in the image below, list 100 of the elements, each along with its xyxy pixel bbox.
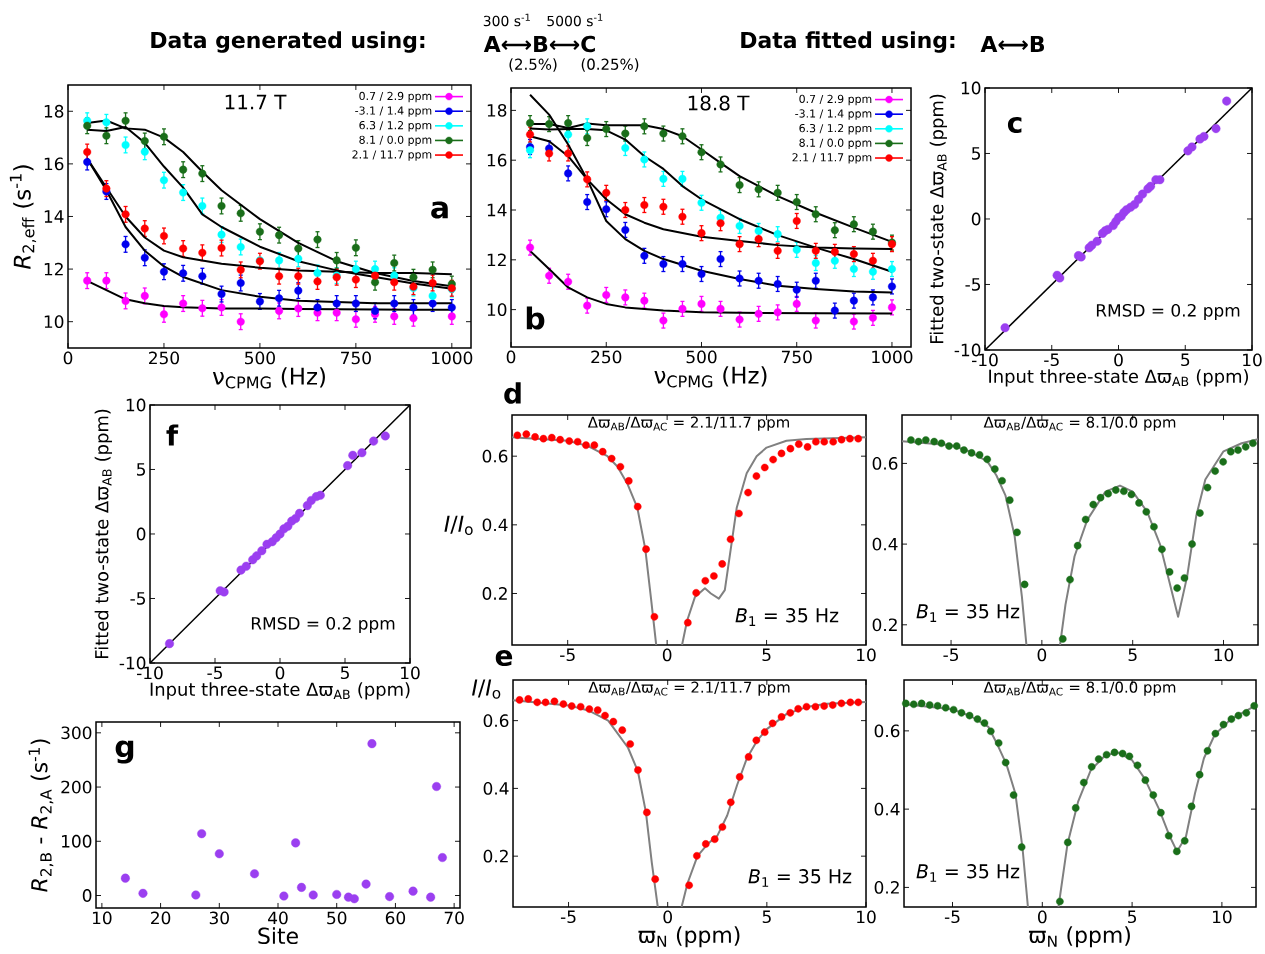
y-tick-label: 0 <box>82 889 92 902</box>
x-tick-label: 5 <box>1128 910 1137 924</box>
x-tick-label: 0 <box>275 666 285 680</box>
y-tick-label: 12 <box>44 262 63 276</box>
x-tick-label: 10 <box>1212 910 1232 924</box>
legend-label: 8.1 / 0.0 ppm <box>799 138 872 150</box>
annotation: b <box>526 306 545 330</box>
text: (0.25%) <box>581 58 639 72</box>
x-axis-title: Input three-state Δϖ$_{AB}$ (ppm) <box>150 682 410 700</box>
x-tick-label: 1000 <box>432 351 473 365</box>
annotation: f <box>166 424 179 446</box>
annotation: RMSD = 0.2 ppm <box>251 616 395 634</box>
y-tick-label: 300 <box>61 726 92 740</box>
x-tick-label: 1000 <box>872 350 913 364</box>
x-tick-label: 70 <box>444 911 464 925</box>
text: 300 s$^{-1}$ <box>483 13 530 27</box>
chart-title: Δϖ$_{AB}$/Δϖ$_{AC}$ = 2.1/11.7 ppm <box>587 416 789 431</box>
y-tick-label: 14 <box>487 203 507 217</box>
x-tick-label: 5 <box>340 666 349 680</box>
annotation: a <box>431 201 448 219</box>
x-tick-label: 750 <box>781 350 812 364</box>
legend-label: 2.1 / 11.7 ppm <box>792 153 872 164</box>
annotation: g <box>115 740 134 764</box>
y-tick-label: 12 <box>487 253 506 267</box>
y-tick-label: 10 <box>44 315 64 329</box>
annotation: B$_{1}$ = 35 Hz <box>735 608 839 626</box>
y-tick-label: 0.6 <box>482 449 508 463</box>
y-axis-title: Fitted two-state Δϖ$_{AB}$ (ppm) <box>94 409 112 659</box>
x-tick-label: 750 <box>341 351 371 365</box>
x-tick-label: 10 <box>1243 353 1262 367</box>
legend-label: 0.7 / 2.9 ppm <box>359 91 432 103</box>
y-tick-label: 0.2 <box>872 618 897 632</box>
x-tick-label: 10 <box>401 666 420 680</box>
x-axis-title: ϖ$_{N}$ (ppm) <box>1028 926 1130 948</box>
y-tick-label: 0.6 <box>874 724 900 738</box>
annotation: RMSD = 0.2 ppm <box>1096 303 1240 321</box>
text: A⟷B <box>980 35 1045 52</box>
y-tick-label: 0.2 <box>482 587 507 600</box>
legend-label: 2.1 / 11.7 ppm <box>352 150 432 161</box>
x-axis-title: ν$_{CPMG}$ (Hz) <box>212 367 325 389</box>
y-tick-label: 10 <box>961 81 981 95</box>
y-tick-label: 5 <box>972 147 981 160</box>
y-tick-label: 0.4 <box>483 781 509 795</box>
annotation: 11.7 T <box>225 94 287 110</box>
y-tick-label: 0.4 <box>482 518 508 532</box>
y-tick-label: 0.6 <box>483 714 509 728</box>
y-tick-label: 0 <box>136 527 146 541</box>
x-tick-label: -5 <box>207 666 222 680</box>
annotation: B$_{1}$ = 35 Hz <box>916 604 1020 622</box>
y-tick-label: -5 <box>965 278 981 291</box>
x-tick-label: 0 <box>1038 910 1047 924</box>
x-tick-label: 500 <box>245 351 275 365</box>
x-tick-label: 0 <box>1037 648 1047 662</box>
legend-label: 6.3 / 1.2 ppm <box>359 121 432 132</box>
y-axis-title: I/I$_{o}$ <box>444 515 473 536</box>
y-tick-label: 5 <box>137 463 146 476</box>
x-tick-label: 10 <box>1214 648 1234 662</box>
x-tick-label: -5 <box>560 648 575 662</box>
x-tick-label: 500 <box>686 350 717 364</box>
y-tick-label: 0.6 <box>872 456 898 470</box>
y-tick-label: 200 <box>61 780 92 794</box>
annotation: 18.8 T <box>688 95 750 111</box>
text: d <box>504 382 521 404</box>
y-tick-label: 16 <box>44 157 64 171</box>
y-tick-label: 10 <box>487 303 507 317</box>
x-tick-label: 40 <box>268 911 288 925</box>
x-tick-label: 0 <box>663 910 672 924</box>
x-tick-label: 10 <box>857 910 876 924</box>
x-tick-label: 5 <box>1128 648 1137 662</box>
x-tick-label: 60 <box>385 911 406 925</box>
legend-label: 0.7 / 2.9 ppm <box>799 94 872 106</box>
y-tick-label: 16 <box>487 153 507 167</box>
annotation: B$_{1}$ = 35 Hz <box>748 869 852 887</box>
y-tick-label: 0.2 <box>874 881 899 894</box>
x-tick-label: 10 <box>92 911 112 925</box>
legend-label: -3.1 / 1.4 ppm <box>795 109 872 120</box>
x-axis-title: Input three-state Δϖ$_{AB}$ (ppm) <box>989 369 1249 387</box>
text: e <box>495 649 513 666</box>
y-tick-label: -5 <box>130 592 146 605</box>
y-axis-title: I/I$_{o}$ <box>472 679 501 699</box>
text: Data generated using: <box>151 31 425 53</box>
y-tick-label: 18 <box>487 103 507 117</box>
x-tick-label: -5 <box>560 910 576 924</box>
y-axis-title: R$_{2,B}$ - R$_{2,A}$ (s$^{-1}$) <box>28 739 54 892</box>
y-tick-label: 18 <box>44 104 64 118</box>
x-tick-label: -5 <box>944 910 960 924</box>
y-tick-label: 0.4 <box>872 537 898 551</box>
annotation: B$_{1}$ = 35 Hz <box>916 864 1020 882</box>
x-axis-title: ϖ$_{N}$ (ppm) <box>638 926 740 948</box>
text: (2.5%) <box>509 58 557 72</box>
y-axis-title: R$_{2,eff}$ (s$^{-1}$) <box>9 165 37 269</box>
y-tick-label: 10 <box>126 398 146 412</box>
y-tick-label: 14 <box>44 210 64 223</box>
text: 5000 s$^{-1}$ <box>547 13 603 27</box>
x-tick-label: 250 <box>591 350 622 364</box>
x-tick-label: 0 <box>1114 353 1123 367</box>
x-tick-label: 250 <box>149 351 179 365</box>
x-axis-title: Site <box>258 927 298 945</box>
text: Data fitted using: <box>741 31 955 53</box>
x-tick-label: -5 <box>943 648 959 662</box>
